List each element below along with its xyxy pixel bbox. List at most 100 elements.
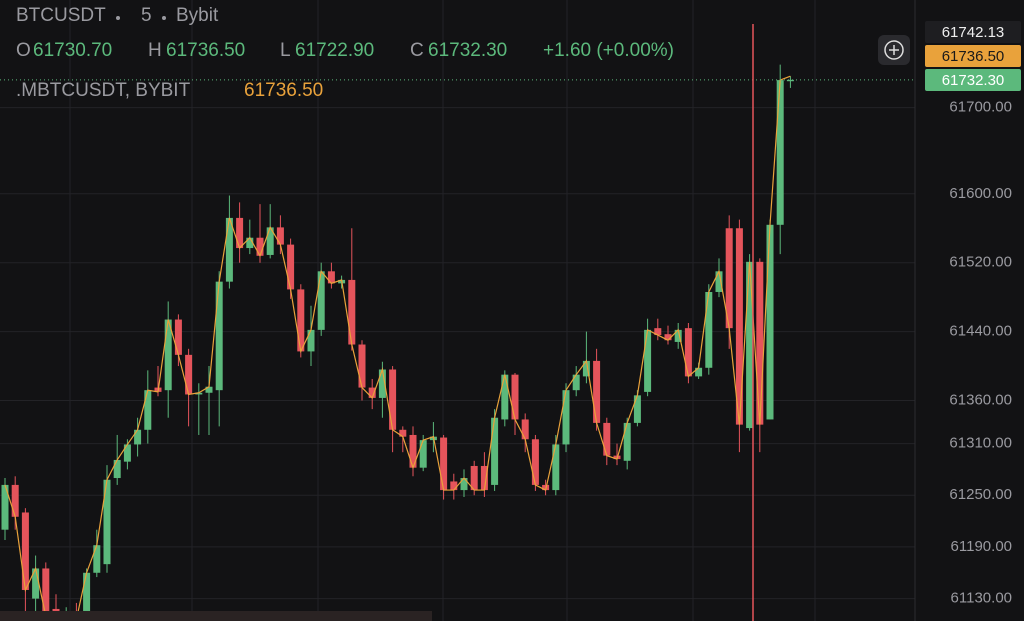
ohlc-legend: O 61730.70 H 61736.50 L 61722.90 C 61732…: [16, 40, 674, 101]
candle-body: [276, 227, 284, 245]
candle-body: [644, 329, 652, 392]
separator: [162, 16, 166, 20]
legend-key: C: [410, 40, 424, 61]
candle-body: [348, 279, 356, 345]
candle-body: [144, 390, 152, 430]
candle-body: [236, 217, 244, 249]
exchange: Bybit: [176, 5, 219, 26]
candle-body: [246, 237, 254, 249]
scrollbar[interactable]: [0, 611, 432, 621]
candle-body: [521, 419, 529, 440]
candle-body: [501, 374, 509, 420]
candle-body: [786, 79, 794, 82]
legend-key: O: [16, 40, 31, 61]
overlay-name: .MBTCUSDT, BYBIT: [16, 80, 191, 101]
candle-body: [256, 237, 264, 256]
candle-body: [389, 369, 397, 430]
y-tick-label: 61310.00: [949, 435, 1012, 452]
candle-body: [756, 261, 764, 425]
last-price: 61732.30: [942, 72, 1005, 89]
symbol: BTCUSDT: [16, 5, 106, 26]
candle-body: [603, 422, 611, 456]
y-tick-label: 61520.00: [949, 254, 1012, 271]
y-tick-label: 61700.00: [949, 99, 1012, 116]
candle-body: [287, 244, 295, 290]
candles: [0, 64, 915, 621]
candle-body: [225, 217, 233, 282]
candle-body: [358, 344, 366, 388]
candle-body: [440, 437, 448, 491]
candle-body: [215, 281, 223, 391]
candle-body: [684, 328, 692, 377]
y-tick-label: 61190.00: [951, 538, 1012, 555]
separator: [116, 16, 120, 20]
candle-body: [572, 374, 580, 391]
candle-body: [83, 572, 91, 618]
candle-body: [623, 422, 631, 461]
candle-body: [317, 271, 325, 330]
candle-body: [307, 329, 315, 352]
overlay-price: 61736.50: [942, 48, 1005, 65]
candle-body: [695, 367, 703, 377]
candle-body: [409, 434, 417, 468]
candle-body: [735, 228, 743, 425]
candle-body: [1, 484, 9, 530]
last-price-badge: [925, 69, 1021, 91]
legend-value: 61722.90: [295, 40, 374, 61]
candle-body: [93, 545, 101, 573]
overlay-badge: [925, 45, 1021, 67]
candle-body: [113, 459, 121, 479]
candle-body: [164, 319, 172, 391]
legend-key: L: [280, 40, 291, 61]
y-tick-label: 61360.00: [949, 391, 1012, 408]
candle-body: [21, 512, 29, 590]
candle-body: [725, 228, 733, 329]
candle-body: [674, 329, 682, 342]
candle-body: [491, 417, 499, 485]
y-axis: 61130.00 61190.00 61250.00 61310.00 61360.00…: [949, 99, 1012, 607]
candle-body: [705, 291, 713, 368]
overlay-line: [4, 75, 791, 621]
candle-body: [470, 465, 478, 491]
price-badges: 61742.13 61736.50 61732.30: [878, 21, 1021, 91]
candle-body: [399, 429, 407, 437]
legend-value: 61730.70: [33, 40, 112, 61]
candle-body: [593, 360, 601, 423]
candle-body: [450, 481, 458, 491]
candle-body: [633, 395, 641, 423]
candle-body: [368, 387, 376, 398]
candle-body: [103, 479, 111, 565]
candle-body: [715, 271, 723, 292]
change: +1.60 (+0.00%): [543, 40, 674, 61]
candle-body: [297, 289, 305, 352]
header: BTCUSDT 5 Bybit: [16, 5, 219, 26]
candle-body: [582, 360, 590, 377]
legend-value: 61736.50: [166, 40, 245, 61]
candle-body: [32, 568, 40, 599]
candle-body: [419, 440, 427, 468]
candle-body: [531, 439, 539, 485]
crosshair-price: 61742.13: [942, 24, 1005, 41]
candle-body: [195, 392, 203, 395]
candle-body: [654, 328, 662, 336]
grid: [0, 0, 915, 621]
candle-body: [766, 224, 774, 420]
candle-body: [205, 386, 213, 393]
candle-body: [378, 369, 386, 398]
crosshair-badge: [925, 21, 1021, 43]
y-tick-label: 61440.00: [949, 323, 1012, 340]
candle-body: [42, 568, 50, 616]
y-tick-label: 61600.00: [949, 185, 1012, 202]
candle-body: [460, 478, 468, 491]
legend-key: H: [148, 40, 162, 61]
overlay-value: 61736.50: [244, 80, 323, 101]
candle-body: [480, 465, 488, 491]
candle-body: [11, 484, 19, 517]
candle-body: [123, 444, 131, 462]
candle-body: [266, 227, 274, 255]
candle-body: [511, 374, 519, 420]
candle-body: [185, 354, 193, 395]
